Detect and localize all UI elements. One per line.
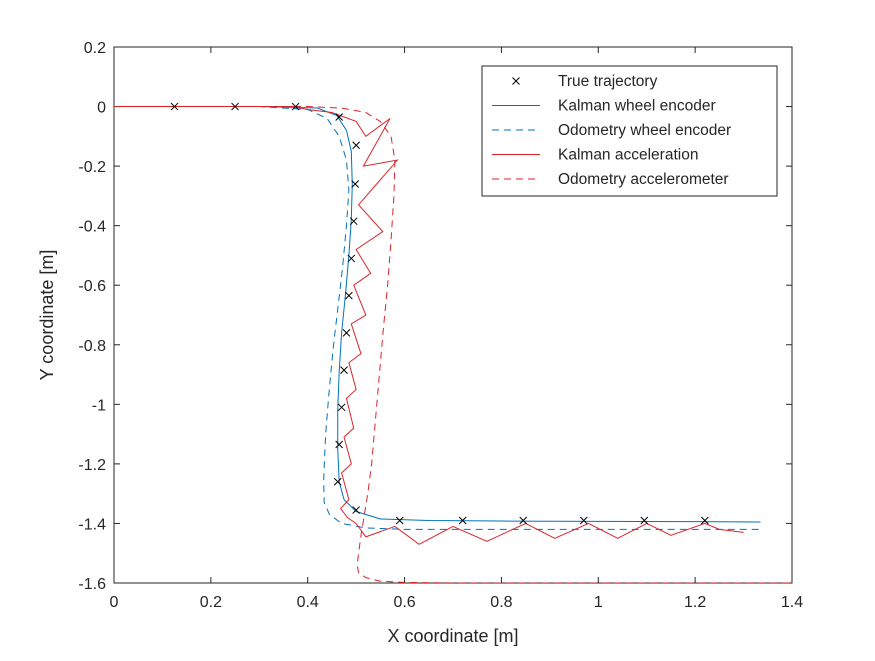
legend: True trajectory Kalman wheel encoder Odome… [481, 65, 778, 197]
true-trajectory-marker [351, 180, 360, 188]
x-tick-label: 1 [594, 594, 603, 611]
y-tick-label: -1.2 [78, 457, 106, 474]
x-tick-label: 0.6 [393, 594, 415, 611]
series-line-5 [114, 106, 792, 583]
series-layer [114, 102, 792, 583]
true-trajectory-marker [337, 403, 346, 412]
true-trajectory-marker [395, 516, 404, 525]
y-tick-label: -0.2 [78, 159, 106, 176]
y-tick-label: 0 [97, 100, 106, 117]
x-tick-label: 0.8 [490, 594, 512, 611]
legend-label: Kalman wheel encoder [558, 98, 716, 115]
series-line-2 [114, 106, 761, 523]
true-trajectory-marker [352, 506, 360, 514]
true-trajectory-marker [347, 254, 356, 263]
x-tick-label: 0 [110, 594, 119, 611]
true-trajectory-marker [342, 329, 351, 337]
true-trajectory-marker [579, 516, 588, 525]
x-tick-label: 0.2 [200, 594, 222, 611]
y-tick-label: 0.2 [84, 40, 106, 57]
x-tick-label: 1.2 [684, 594, 706, 611]
true-trajectory-marker [349, 217, 358, 226]
legend-box [481, 65, 778, 197]
legend-label: Odometry accelerometer [558, 171, 729, 188]
x-axis-label: X coordinate [m] [387, 626, 518, 646]
true-trajectory-marker [335, 113, 344, 121]
true-trajectory-marker [352, 141, 360, 150]
y-tick-label: -1 [92, 397, 106, 414]
y-tick-label: -1.4 [78, 516, 106, 533]
true-trajectory-marker [345, 291, 353, 300]
y-tick-label: -1.6 [78, 576, 106, 593]
legend-label: Odometry wheel encoder [558, 122, 731, 139]
true-trajectory-marker [291, 102, 300, 111]
true-trajectory-marker [340, 366, 348, 374]
true-trajectory-marker [333, 477, 342, 486]
x-tick-label: 0.4 [297, 594, 319, 611]
legend-marker [512, 77, 520, 85]
x-axis: 0 0.2 0.4 0.6 0.8 1 1.2 1.4 [110, 47, 803, 611]
true-trajectory-marker [170, 102, 179, 111]
x-tick-label: 1.4 [781, 594, 803, 611]
true-trajectory-marker [519, 516, 528, 525]
true-trajectory-marker [700, 516, 709, 525]
true-trajectory-marker [231, 102, 239, 111]
y-tick-label: -0.6 [78, 278, 106, 295]
series-line-4 [114, 106, 744, 545]
legend-label: True trajectory [558, 73, 658, 90]
true-trajectory-marker [640, 516, 649, 525]
y-axis: -1.6 -1.4 -1.2 -1 -0.8 -0.6 -0.4 -0.2 0 0.2 [78, 40, 792, 593]
y-tick-label: -0.8 [78, 338, 106, 355]
true-trajectory-marker [458, 516, 467, 525]
series-line-3 [114, 106, 761, 530]
y-axis-label: Y coordinate [m] [37, 250, 57, 381]
legend-label: Kalman acceleration [558, 147, 698, 164]
y-tick-label: -0.4 [78, 219, 106, 236]
true-trajectory-marker [335, 440, 344, 449]
